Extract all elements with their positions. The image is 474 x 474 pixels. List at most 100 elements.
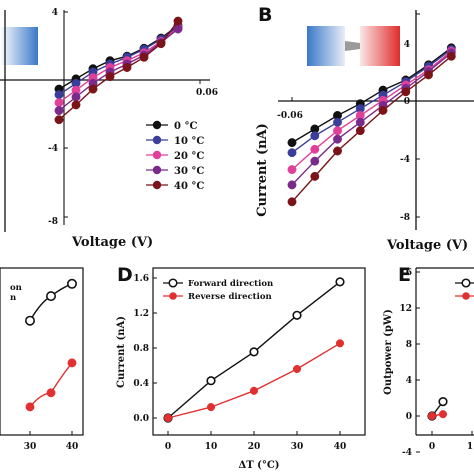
panel-e-ytick-0: 0 [406, 412, 412, 422]
panel-c-frame [0, 267, 84, 436]
data-point-s4-3 [333, 134, 342, 144]
panel-d-xtick-0: 0 [165, 442, 171, 452]
panel-e: E 16 12 8 4 0 -4 0 1 Outpower (pW) [383, 264, 474, 458]
panel-e-letter: E [398, 264, 411, 286]
data-point-s2-1 [287, 148, 297, 158]
data-point-s5-3 [333, 146, 342, 156]
panel-a-xlabel: Voltage (V) [71, 235, 153, 250]
data-point-s5-7 [424, 70, 433, 80]
cold-block-icon [0, 27, 38, 65]
data-point-s5-8 [173, 16, 183, 26]
panel-a-ytick-neg4: -4 [48, 144, 58, 154]
svg-text:0 °C: 0 °C [174, 121, 197, 132]
panel-d-ytick-1.2: 1.2 [133, 309, 149, 319]
data-point-s2-2 [46, 388, 56, 398]
data-point-s5-6 [139, 52, 149, 62]
panel-b-ytick-neg4: -4 [400, 155, 410, 165]
data-point-s1-4 [292, 310, 302, 320]
data-point-s3-2 [310, 144, 320, 154]
panel-d-ytick-0.8: 0.8 [133, 344, 149, 354]
panel-e-ticks [416, 271, 473, 453]
legend-item-0c: 0 °C [146, 120, 197, 132]
data-point-s2-1 [163, 413, 173, 423]
svg-text:Reverse direction: Reverse direction [188, 292, 272, 302]
data-point-s3-1 [54, 98, 64, 108]
data-point-s5-8 [446, 51, 456, 61]
data-point-s4-2 [71, 92, 81, 102]
data-point-s2-5 [335, 339, 345, 348]
data-point-s5-4 [105, 72, 115, 82]
data-point-s5-3 [88, 84, 98, 94]
data-point-s1-2 [438, 397, 448, 407]
data-point-s4-1 [54, 106, 64, 116]
hot-block-icon [360, 26, 400, 66]
data-point-s2-2 [438, 410, 448, 419]
data-point-s2-3 [249, 386, 259, 395]
panel-d-ytick-1.6: 1.6 [133, 274, 149, 284]
panel-d-xtick-40: 40 [334, 442, 347, 452]
panel-d-ticks [153, 277, 341, 435]
panel-d-xtick-10: 10 [205, 442, 218, 452]
data-point-s2-1 [54, 90, 64, 100]
legend-item-20c: 20 °C [146, 150, 204, 162]
panel-a-ytick-4: 4 [52, 8, 58, 18]
panel-b-ylabel: Current (nA) [255, 123, 270, 217]
panel-b-inset-device [307, 26, 400, 66]
panel-a: 4 -4 -8 0.06 0 °C 10 °C 20 °C 30 °C 40 °… [0, 8, 218, 250]
data-point-s5-1 [54, 115, 64, 125]
svg-text:on: on [10, 283, 22, 293]
panel-a-ytick-neg8: -8 [48, 217, 58, 227]
panel-d-ytick-0.4: 0.4 [133, 379, 149, 389]
legend-item-10c: 10 °C [146, 135, 204, 147]
svg-text:30 °C: 30 °C [174, 166, 204, 177]
panel-b-xtick-neg0.06: -0.06 [277, 111, 303, 121]
panel-c-legend-fragment: on n [10, 283, 22, 303]
panel-c-xtick-40: 40 [66, 442, 79, 452]
panel-e-xtick-0: 0 [429, 442, 435, 452]
panel-b-ytick-0: 0 [404, 97, 410, 107]
data-point-s4-2 [310, 156, 320, 166]
data-point-s1-1 [287, 138, 297, 148]
panel-b-ytick-neg8: -8 [400, 213, 410, 223]
data-point-s2-2 [310, 131, 320, 141]
panel-d-letter: D [117, 264, 133, 286]
panel-e-ytick-4: 4 [406, 376, 412, 386]
panel-b: B 4 0 -4 -8 -0.06 Current (nA) Voltage (… [255, 4, 474, 253]
data-point-s5-1 [287, 197, 297, 207]
panel-e-plot [427, 397, 448, 421]
svg-text:40 °C: 40 °C [174, 181, 204, 192]
panel-d-legend: Forward direction Reverse direction [163, 278, 273, 302]
panel-e-ytick-neg4: -4 [402, 448, 412, 458]
data-point-s5-5 [122, 63, 132, 72]
legend-item-reverse: Reverse direction [163, 292, 272, 302]
svg-text:20 °C: 20 °C [174, 151, 204, 162]
panel-c-ticks [29, 431, 73, 435]
panel-b-xlabel: Voltage (V) [386, 238, 468, 253]
panel-d-frame [152, 267, 366, 436]
panel-a-xtick-0.06: 0.06 [196, 88, 218, 98]
panel-b-ytick-4: 4 [404, 40, 410, 50]
panel-b-letter: B [258, 4, 272, 26]
panel-e-ytick-8: 8 [406, 340, 412, 350]
data-point-s3-1 [287, 165, 297, 175]
legend-item-40c: 40 °C [146, 180, 204, 192]
panel-d-ylabel: Current (nA) [116, 316, 127, 388]
panel-d-xtick-20: 20 [248, 442, 261, 452]
data-point-s1-2 [206, 376, 216, 386]
panel-a-legend: 0 °C 10 °C 20 °C 30 °C 40 °C [146, 120, 204, 192]
data-point-s1-5 [335, 277, 345, 287]
data-point-s2-3 [67, 358, 77, 368]
junction-icon [345, 41, 360, 51]
series-line-1 [29, 283, 73, 322]
data-point-s1-2 [45, 291, 56, 302]
data-point-s4-4 [355, 117, 365, 127]
data-point-s2-3 [333, 117, 342, 127]
panel-a-ticks [64, 11, 201, 218]
panel-d-ytick-0.0: 0.0 [133, 414, 149, 424]
legend-item-30c: 30 °C [146, 165, 204, 177]
data-point-s5-6 [401, 87, 411, 97]
panel-b-ticks [291, 13, 420, 218]
panel-a-inset-device [0, 27, 38, 65]
panel-d-xlabel: ΔT (°C) [238, 460, 279, 471]
